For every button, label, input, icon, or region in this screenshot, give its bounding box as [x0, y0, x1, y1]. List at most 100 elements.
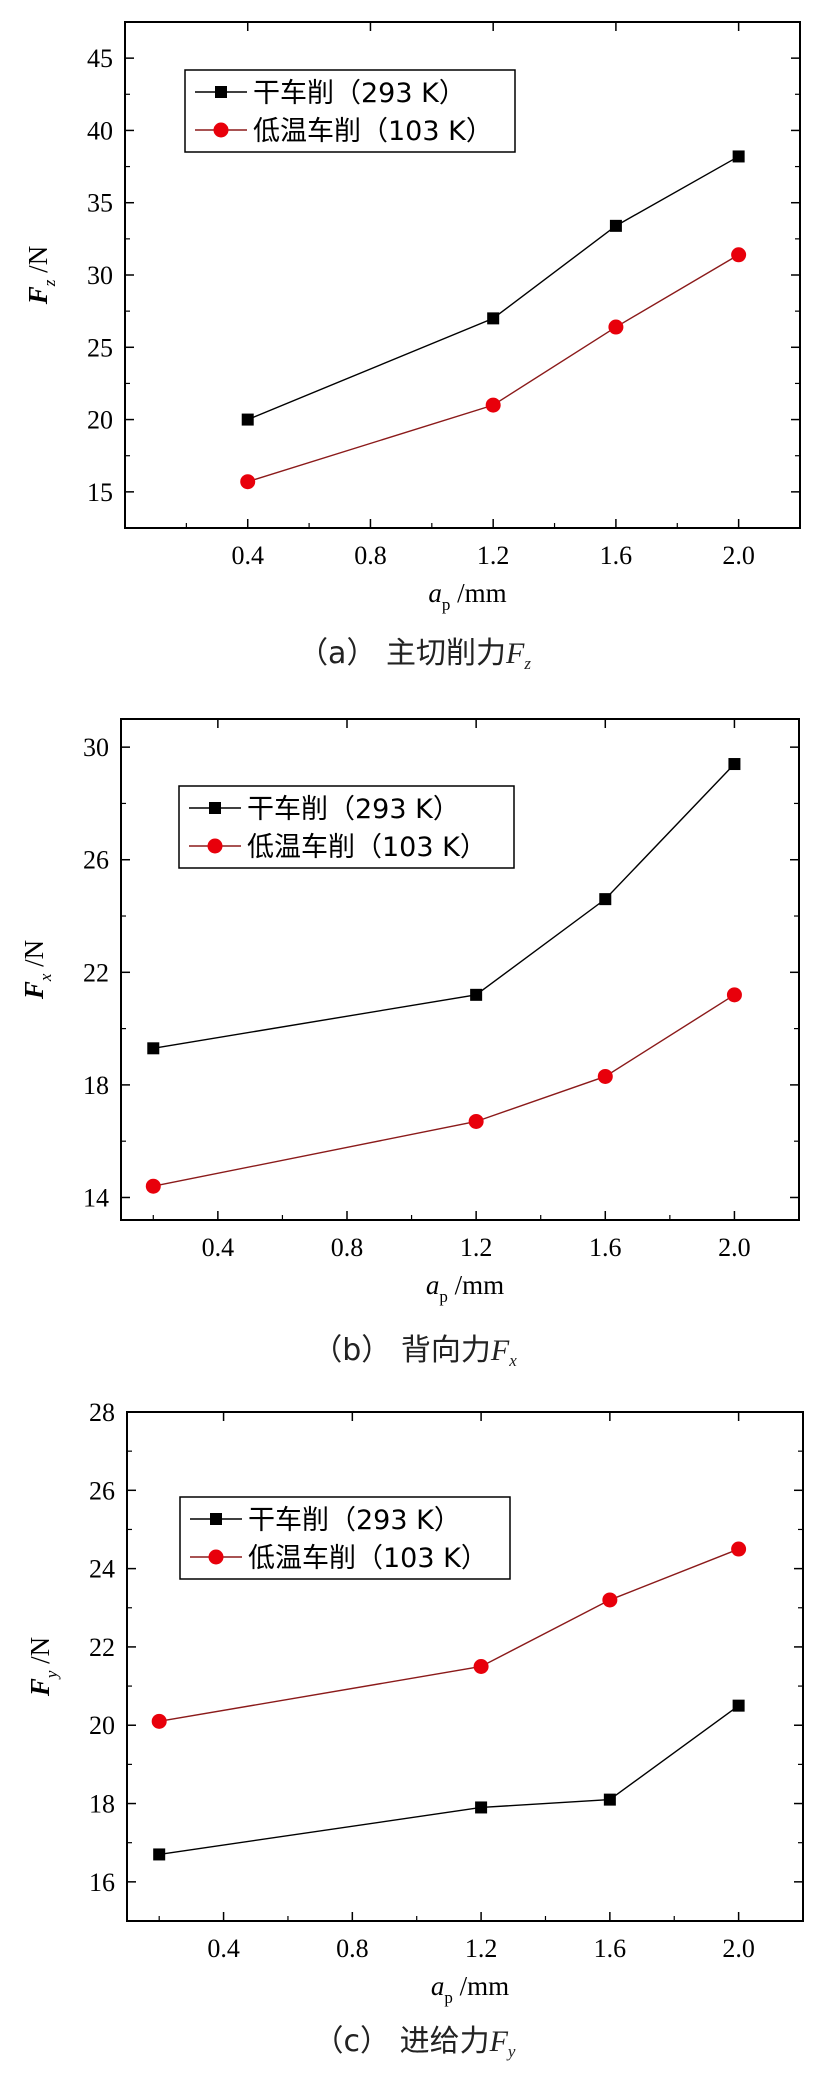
caption-a-symbol: F — [505, 637, 525, 670]
series-cryogenic-cutting — [151, 1541, 747, 1729]
legend-label: 干车削（293 K） — [248, 1505, 461, 1536]
y-tick-label: 18 — [83, 1071, 109, 1100]
y-tick-label: 16 — [89, 1868, 115, 1897]
legend-marker-circle — [208, 1549, 224, 1565]
data-point-circle — [731, 247, 747, 263]
series-line — [159, 1548, 739, 1723]
legend-label: 干车削（293 K） — [253, 78, 466, 109]
data-point-circle — [468, 1113, 484, 1129]
y-tick-label: 18 — [89, 1790, 115, 1819]
series-line — [247, 254, 739, 483]
caption-b-subscript: x — [509, 1351, 517, 1370]
legend-label: 干车削（293 K） — [247, 794, 460, 825]
series-line — [247, 155, 739, 421]
series-cryogenic-cutting — [145, 987, 742, 1194]
y-tick-label: 24 — [89, 1555, 115, 1584]
data-point-circle — [731, 1541, 747, 1557]
caption-c-symbol: F — [489, 2025, 508, 2058]
caption-a-subscript: z — [524, 654, 531, 673]
legend-marker-circle — [213, 122, 229, 138]
series-line — [153, 763, 735, 1049]
legend: 干车削（293 K） 低温车削（103 K） — [178, 785, 515, 869]
y-axis-label: Fx /N — [19, 940, 55, 1000]
y-tick-label: 35 — [87, 189, 113, 218]
data-point-square — [599, 893, 612, 906]
data-point-square — [487, 312, 500, 325]
y-tick-label: 40 — [87, 116, 113, 145]
x-tick-label: 1.2 — [460, 1233, 493, 1262]
y-tick-label: 15 — [87, 478, 113, 507]
caption-c-text: （c） 进给力 — [313, 2024, 490, 2059]
series-line — [159, 1705, 740, 1856]
data-point-square — [470, 988, 483, 1001]
y-tick-label: 25 — [87, 333, 113, 362]
x-tick-label: 1.2 — [477, 541, 510, 570]
data-point-circle — [485, 397, 501, 413]
y-tick-label: 26 — [89, 1476, 115, 1505]
series-dry-cutting — [153, 1699, 745, 1861]
x-tick-label: 1.2 — [465, 1934, 498, 1963]
legend-box — [179, 1496, 511, 1580]
caption-b: （b） 背向力Fx — [0, 1325, 829, 1371]
series-line — [153, 994, 735, 1187]
chart-main-cutting-force: 0.4 0.8 1.2 1.6 2.0 15 20 25 30 35 40 45 ap /mm Fz /N… — [23, 21, 801, 614]
legend-label: 低温车削（103 K） — [248, 1543, 488, 1574]
x-tick-label: 0.4 — [202, 1233, 235, 1262]
y-tick-label: 22 — [83, 958, 109, 987]
y-tick-label: 20 — [89, 1711, 115, 1740]
x-tick-label: 1.6 — [594, 1934, 627, 1963]
data-point-circle — [240, 474, 256, 490]
legend: 干车削（293 K） 低温车削（103 K） — [184, 69, 516, 153]
series-dry-cutting — [147, 758, 741, 1055]
x-tick-label: 2.0 — [722, 1934, 755, 1963]
caption-a-text: （a） 主切削力 — [298, 636, 506, 671]
x-tick-label: 0.4 — [207, 1934, 240, 1963]
data-point-circle — [608, 319, 624, 335]
y-axis-label: Fy /N — [25, 1637, 61, 1697]
data-point-square — [732, 1699, 745, 1712]
legend-label: 低温车削（103 K） — [253, 116, 493, 147]
x-tick-label: 2.0 — [722, 541, 755, 570]
data-point-circle — [726, 987, 742, 1003]
legend-marker-square — [215, 86, 227, 98]
data-point-circle — [473, 1659, 489, 1674]
legend-box — [178, 785, 515, 869]
data-point-square — [728, 758, 741, 771]
y-tick-label: 30 — [83, 733, 109, 762]
data-point-circle — [151, 1713, 167, 1729]
x-tick-label: 0.8 — [331, 1233, 364, 1262]
data-point-square — [241, 413, 254, 426]
y-tick-label: 20 — [87, 406, 113, 435]
x-tick-label: 2.0 — [718, 1233, 751, 1262]
series-dry-cutting — [241, 150, 745, 426]
caption-c-subscript: y — [507, 2042, 516, 2061]
caption-b-symbol: F — [490, 1334, 510, 1367]
plot-frame — [126, 1411, 804, 1922]
x-tick-label: 0.8 — [336, 1934, 369, 1963]
caption-a: （a） 主切削力Fz — [0, 628, 829, 674]
data-point-square — [147, 1042, 160, 1055]
data-point-square — [603, 1793, 616, 1806]
data-point-circle — [602, 1592, 618, 1608]
y-tick-label: 45 — [87, 44, 113, 73]
chart-feed-force: 0.4 0.8 1.2 1.6 2.0 16 18 20 22 24 26 28 ap /mm Fy /N… — [25, 1398, 804, 2007]
data-point-circle — [597, 1068, 613, 1084]
data-point-circle — [145, 1178, 161, 1194]
panel-b: 0.4 0.8 1.2 1.6 2.0 14 18 22 26 30 ap /mm Fx /N 干车削（… — [0, 695, 829, 1385]
panel-a: 0.4 0.8 1.2 1.6 2.0 15 20 25 30 35 40 45 ap /mm Fz /N… — [0, 0, 829, 690]
caption-b-text: （b） 背向力 — [312, 1333, 491, 1368]
data-point-square — [475, 1801, 488, 1814]
data-point-square — [609, 219, 622, 232]
y-tick-label: 30 — [87, 261, 113, 290]
chart-back-force: 0.4 0.8 1.2 1.6 2.0 14 18 22 26 30 ap /mm Fx /N 干车削（… — [19, 718, 800, 1306]
caption-c: （c） 进给力Fy — [0, 2016, 829, 2062]
x-axis-label: ap /mm — [428, 578, 506, 614]
x-tick-label: 1.6 — [589, 1233, 622, 1262]
series-cryogenic-cutting — [240, 247, 747, 490]
legend-marker-circle — [207, 838, 223, 854]
y-tick-label: 28 — [89, 1398, 115, 1427]
y-tick-label: 14 — [83, 1183, 109, 1212]
legend-marker-square — [210, 1513, 222, 1525]
legend-label: 低温车削（103 K） — [247, 832, 487, 863]
data-point-square — [153, 1848, 166, 1861]
